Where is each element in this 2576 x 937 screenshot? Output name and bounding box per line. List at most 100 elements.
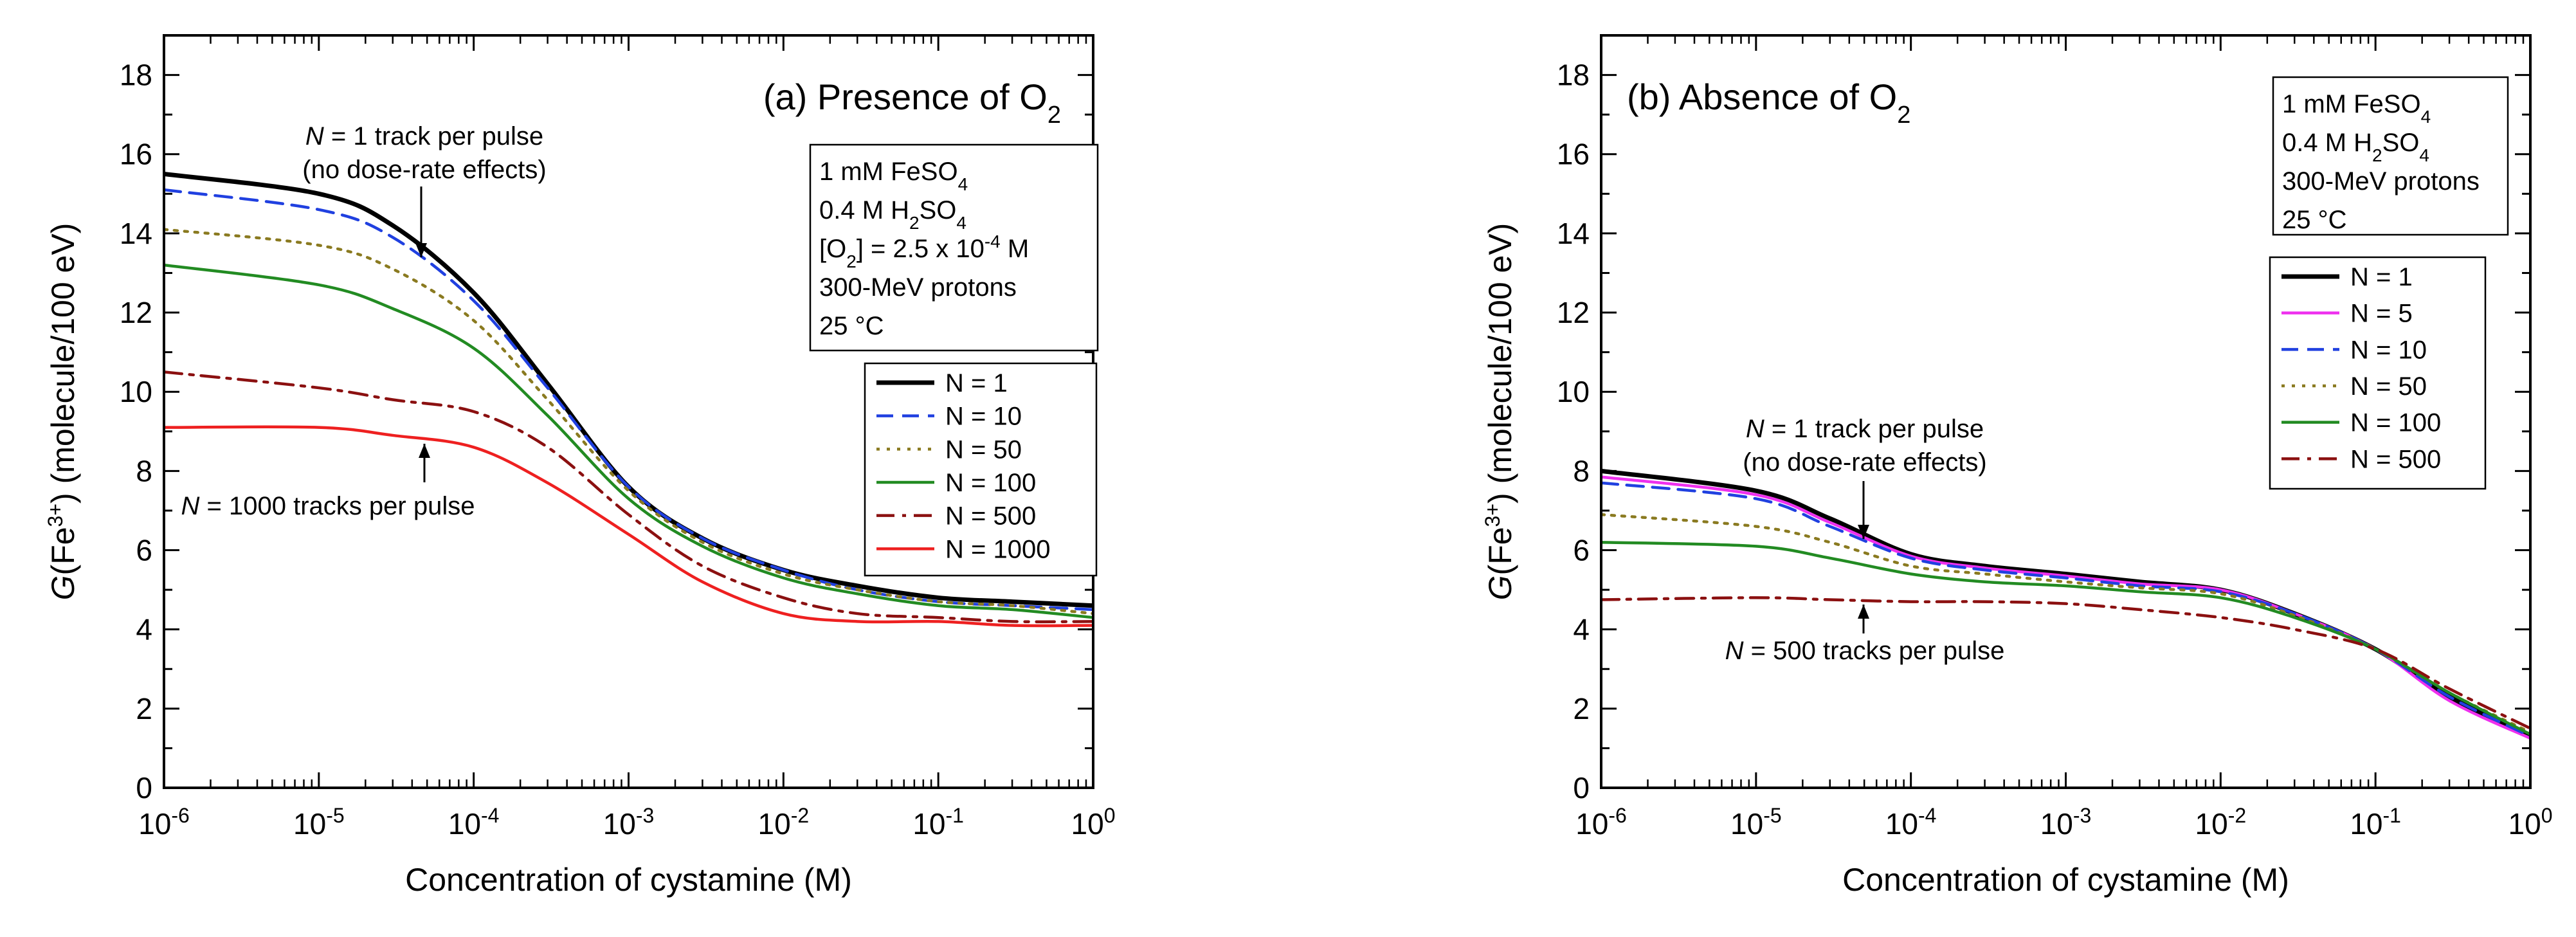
panel-title-sub: 2: [1048, 102, 1061, 129]
x-tick-label: 10-3: [2040, 804, 2092, 841]
x-tick-exp: 0: [1104, 804, 1116, 827]
x-tick-base: 10: [2040, 807, 2073, 841]
y-tick-label: 0: [136, 771, 152, 805]
conditions-line: 0.4 M H2SO4: [2282, 129, 2429, 165]
annotation-var: N: [305, 122, 324, 150]
y-tick-label: 14: [1557, 217, 1590, 250]
annotation-arrowhead: [419, 444, 430, 458]
conditions-line: 300-MeV protons: [819, 273, 1017, 302]
x-tick-base: 10: [2195, 807, 2228, 841]
x-tick-exp: -6: [171, 804, 189, 827]
legend-label: N = 100: [945, 469, 1036, 497]
x-tick-exp: 0: [2541, 804, 2553, 827]
conditions-seg: -4: [984, 232, 1001, 251]
annotation-arrowhead: [415, 243, 427, 257]
x-tick-label: 10-5: [293, 804, 345, 841]
conditions-line: 25 °C: [819, 312, 884, 340]
conditions-line: 0.4 M H2SO4: [819, 196, 966, 233]
annotation-text-line2: (no dose-rate effects): [302, 156, 546, 184]
conditions-seg: 4: [2419, 145, 2429, 165]
x-tick-exp: -2: [791, 804, 809, 827]
y-tick-label: 0: [1573, 771, 1590, 805]
series-line-3: [1601, 513, 2530, 734]
y-axis-title-var: G: [45, 575, 81, 600]
y-tick-label: 16: [1557, 138, 1590, 171]
y-tick-label: 14: [120, 217, 152, 250]
x-tick-exp: -6: [1608, 804, 1626, 827]
x-axis-title: Concentration of cystamine (M): [1842, 862, 2289, 898]
x-tick-base: 10: [758, 807, 791, 841]
series-line-1: [1601, 475, 2530, 740]
x-tick-label: 10-4: [448, 804, 500, 841]
y-tick-label: 6: [1573, 534, 1590, 567]
y-axis-title: G(Fe3+) (molecule/100 eV): [1481, 223, 1518, 601]
series-line-5: [1601, 596, 2530, 730]
series-group: [1601, 468, 2530, 740]
legend-label: N = 1: [2350, 263, 2413, 291]
x-tick-label: 100: [2508, 804, 2553, 841]
y-tick-label: 4: [136, 613, 152, 646]
legend-label: N = 500: [2350, 445, 2441, 473]
conditions-seg: 4: [956, 213, 966, 233]
y-tick-label: 8: [1573, 454, 1590, 487]
legend-label: N = 50: [945, 435, 1022, 464]
conditions-seg: SO: [2382, 129, 2420, 157]
x-tick-base: 10: [1575, 807, 1608, 841]
x-tick-exp: -3: [636, 804, 654, 827]
series-line-5: [164, 425, 1093, 628]
x-tick-label: 10-6: [1575, 804, 1627, 841]
x-tick-base: 10: [2350, 807, 2382, 841]
conditions-seg: 0.4 M H: [819, 196, 909, 224]
x-tick-exp: -5: [326, 804, 344, 827]
conditions-seg: 0.4 M H: [2282, 129, 2372, 157]
legend-label: N = 100: [2350, 409, 2441, 437]
annotation-rest: = 1000 tracks per pulse: [199, 492, 475, 520]
x-tick-base: 10: [912, 807, 945, 841]
conditions-seg: 300-MeV protons: [819, 273, 1017, 302]
y-axis-title-charge: 3+: [1481, 504, 1504, 527]
annotation-var: N: [1746, 415, 1764, 443]
x-tick-label: 10-1: [2350, 804, 2401, 841]
x-tick-exp: -4: [481, 804, 499, 827]
panel-title: (b) Absence of O2: [1627, 77, 1910, 129]
annotation-text: N = 1 track per pulse: [305, 122, 543, 150]
conditions-box: [2272, 76, 2509, 236]
y-axis-title-var: G: [1482, 575, 1518, 600]
y-tick-label: 2: [1573, 692, 1590, 725]
legend-label: N = 50: [2350, 372, 2427, 401]
conditions-seg: 2: [909, 213, 920, 233]
y-tick-label: 10: [1557, 375, 1590, 408]
conditions-line: [O2] = 2.5 x 10-4 M: [819, 232, 1029, 271]
y-tick-label: 16: [120, 138, 152, 171]
conditions-seg: [O: [819, 235, 846, 263]
y-axis-title-species: (Fe: [1482, 527, 1518, 575]
y-tick-label: 12: [120, 296, 152, 329]
conditions-seg: 2: [846, 251, 857, 271]
x-tick-exp: -2: [2228, 804, 2246, 827]
legend-label: N = 10: [2350, 336, 2427, 364]
x-tick-label: 10-2: [2195, 804, 2247, 841]
x-tick-base: 10: [603, 807, 636, 841]
y-tick-label: 4: [1573, 613, 1590, 646]
legend-label: N = 10: [945, 403, 1022, 431]
series-line-2: [1601, 481, 2530, 738]
panel-title-text: (b) Absence of O: [1627, 77, 1897, 117]
y-tick-label: 10: [120, 375, 152, 408]
annotation-var: N: [1725, 637, 1744, 665]
x-tick-label: 10-3: [603, 804, 655, 841]
legend-label: N = 5: [2350, 300, 2413, 328]
conditions-seg: 4: [2421, 107, 2431, 127]
x-tick-exp: -1: [946, 804, 964, 827]
x-tick-label: 10-5: [1730, 804, 1782, 841]
legend-label: N = 1: [945, 369, 1008, 397]
x-tick-exp: -3: [2073, 804, 2091, 827]
conditions-seg: 4: [958, 174, 968, 194]
x-tick-exp: -1: [2383, 804, 2401, 827]
conditions-seg: SO: [920, 196, 957, 224]
conditions-line: 1 mM FeSO4: [819, 158, 968, 194]
x-tick-base: 10: [293, 807, 326, 841]
series-line-3: [164, 263, 1093, 619]
series-group: [164, 172, 1093, 628]
